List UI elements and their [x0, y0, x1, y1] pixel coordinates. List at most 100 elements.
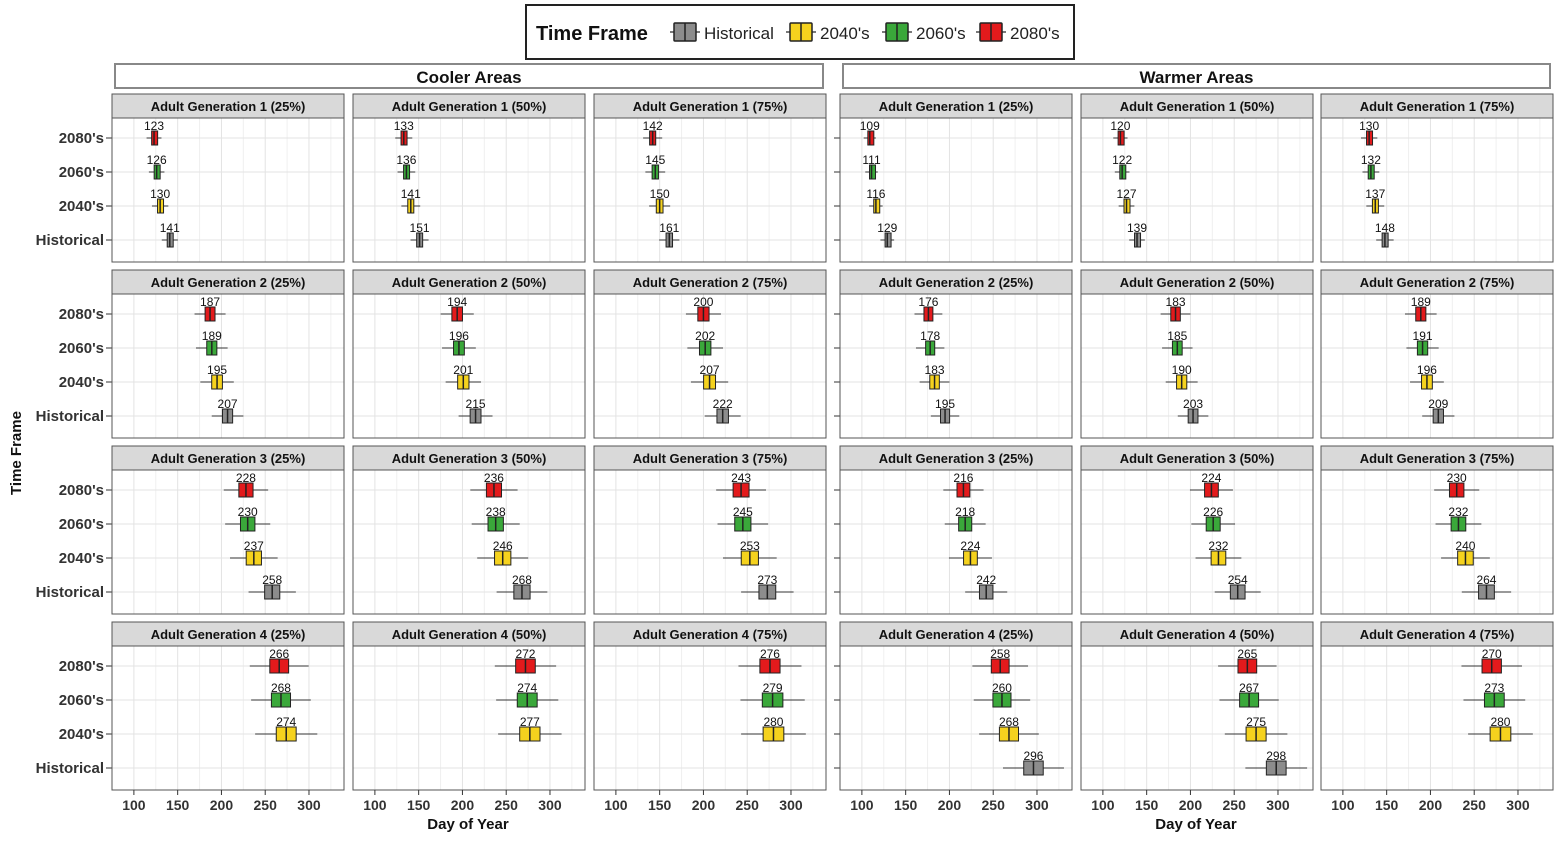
median-label: 279	[763, 681, 783, 695]
median-label: 224	[1201, 471, 1221, 485]
panel-background	[112, 646, 344, 790]
median-label: 141	[160, 221, 180, 235]
median-label: 130	[1359, 119, 1379, 133]
median-label: 141	[401, 187, 421, 201]
median-label: 183	[1166, 295, 1186, 309]
x-tick-label: 250	[495, 797, 519, 813]
panel-background	[594, 294, 826, 438]
panel-border	[593, 645, 827, 791]
median-label: 185	[1167, 329, 1187, 343]
median-label: 111	[862, 153, 881, 167]
facet-panel: Adult Generation 2 (25%) 176 178 183 195	[839, 269, 1073, 439]
x-tick-label: 200	[451, 797, 475, 813]
median-label: 151	[410, 221, 430, 235]
median-label: 274	[276, 715, 296, 729]
median-label: 190	[1172, 363, 1192, 377]
legend-title: Time Frame	[536, 23, 648, 45]
median-label: 196	[1417, 363, 1437, 377]
median-label: 228	[236, 471, 256, 485]
panel-background	[353, 646, 585, 790]
y-tick-label: 2080's	[59, 658, 104, 675]
facet-panel: Adult Generation 2 (75%) 189 191 196 209	[1320, 269, 1554, 439]
median-label: 195	[935, 397, 955, 411]
panel-background	[353, 294, 585, 438]
x-tick-label: 300	[297, 797, 321, 813]
facet-strip	[352, 269, 586, 295]
median-label: 216	[953, 471, 973, 485]
y-tick-label: 2040's	[59, 198, 104, 215]
facet-panel: Adult Generation 3 (75%) 230 232 240 264	[1320, 445, 1554, 615]
median-label: 258	[262, 573, 282, 587]
panel-background	[594, 470, 826, 614]
panel-border	[1080, 645, 1314, 791]
facet-panel: Adult Generation 1 (25%) 109 111 116 129	[839, 93, 1073, 263]
legend-items: Historical 2040's 2060's 2080's	[670, 22, 1060, 43]
median-label: 238	[486, 505, 506, 519]
median-label: 232	[1448, 505, 1468, 519]
median-label: 268	[999, 715, 1019, 729]
facet-strip	[352, 621, 586, 647]
group-title-1: Warmer Areas	[1139, 68, 1253, 87]
facet-strip	[352, 93, 586, 119]
facet-strip	[111, 269, 345, 295]
group-title-0: Cooler Areas	[416, 68, 521, 87]
facet-title: Adult Generation 2 (25%)	[879, 275, 1034, 290]
y-tick-label: 2040's	[59, 374, 104, 391]
facet-panel: Adult Generation 2 (50%) 194 196 201 215	[352, 269, 586, 439]
x-tick-label: 300	[1506, 797, 1530, 813]
median-label: 237	[244, 539, 264, 553]
facet-strip	[593, 621, 827, 647]
median-label: 207	[700, 363, 720, 377]
median-label: 242	[976, 573, 996, 587]
median-label: 196	[449, 329, 469, 343]
panel-border	[111, 469, 345, 615]
median-label: 195	[207, 363, 227, 377]
median-label: 133	[394, 119, 414, 133]
x-tick-label: 150	[894, 797, 918, 813]
median-label: 137	[1365, 187, 1385, 201]
x-tick-label: 100	[604, 797, 628, 813]
facet-title: Adult Generation 1 (75%)	[1360, 99, 1515, 114]
y-tick-label: 2060's	[59, 340, 104, 357]
median-label: 230	[1447, 471, 1467, 485]
facet-title: Adult Generation 4 (50%)	[1120, 627, 1275, 642]
median-label: 258	[990, 647, 1010, 661]
panel-border	[1320, 117, 1554, 263]
panel-background	[112, 118, 344, 262]
median-label: 132	[1361, 153, 1381, 167]
facet-panel: Adult Generation 4 (25%) 258 260 268 296 100 1…	[839, 621, 1073, 813]
facet-title: Adult Generation 1 (25%)	[151, 99, 306, 114]
median-label: 201	[453, 363, 473, 377]
facet-title: Adult Generation 2 (75%)	[1360, 275, 1515, 290]
median-label: 272	[515, 647, 535, 661]
panel-border	[593, 117, 827, 263]
panel-background	[1321, 118, 1553, 262]
facet-strip	[1320, 445, 1554, 471]
x-tick-label: 300	[779, 797, 803, 813]
panel-background	[840, 470, 1072, 614]
median-label: 191	[1413, 329, 1433, 343]
median-label: 189	[1411, 295, 1431, 309]
x-tick-label: 200	[1179, 797, 1203, 813]
median-label: 161	[659, 221, 679, 235]
panel-border	[111, 645, 345, 791]
facet-strip	[839, 621, 1073, 647]
panel-border	[839, 645, 1073, 791]
panel-border	[839, 469, 1073, 615]
facet-title: Adult Generation 3 (75%)	[1360, 451, 1515, 466]
box	[869, 164, 877, 180]
median-label: 243	[731, 471, 751, 485]
median-label: 270	[1482, 647, 1502, 661]
x-axis-title-warmer: Day of Year	[1155, 816, 1237, 833]
facet-panel: Adult Generation 2 (25%) 187 189 195 207	[111, 269, 345, 439]
facet-panel: Adult Generation 3 (50%) 236 238 246 268	[352, 445, 586, 615]
facet-strip	[1320, 621, 1554, 647]
median-label: 150	[650, 187, 670, 201]
median-label: 178	[920, 329, 940, 343]
y-tick-label: 2060's	[59, 164, 104, 181]
median-label: 126	[147, 153, 167, 167]
panel-border	[1320, 293, 1554, 439]
median-label: 194	[447, 295, 467, 309]
facet-title: Adult Generation 2 (50%)	[392, 275, 547, 290]
x-tick-label: 100	[122, 797, 146, 813]
